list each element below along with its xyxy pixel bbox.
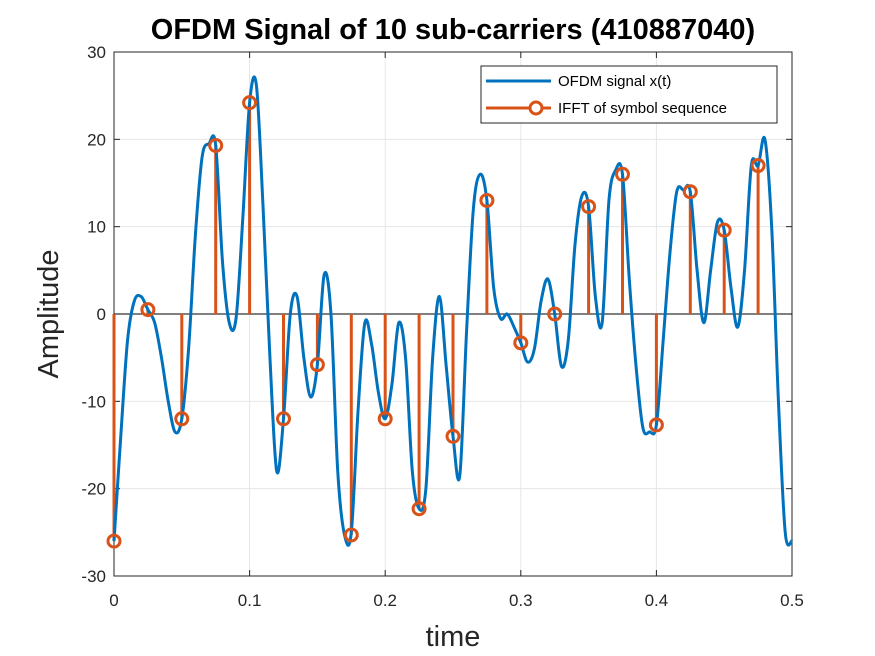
stem-marker <box>309 357 325 373</box>
x-tick-label: 0 <box>109 591 118 610</box>
stem-markers <box>106 95 766 549</box>
stem-marker <box>445 428 461 444</box>
stem-marker <box>174 411 190 427</box>
legend-label-signal: OFDM signal x(t) <box>558 73 671 90</box>
stem-marker <box>276 411 291 427</box>
stem-marker <box>377 411 393 427</box>
y-tick-label: 10 <box>87 218 106 237</box>
x-tick-labels: 0 0.1 0.2 0.3 0.4 0.5 <box>109 591 804 610</box>
y-tick-label: -20 <box>81 480 106 499</box>
x-tick-label: 0.2 <box>373 591 397 610</box>
stem-marker <box>343 527 359 543</box>
y-tick-label: -30 <box>81 567 106 586</box>
x-tick-label: 0.1 <box>238 591 262 610</box>
stem-marker <box>208 137 224 153</box>
y-tick-label: 30 <box>87 43 106 62</box>
signal-line <box>112 75 794 547</box>
stem-marker <box>106 533 122 549</box>
stem-marker <box>648 417 664 433</box>
axis-ticks <box>113 51 793 577</box>
y-tick-label: 0 <box>97 305 106 324</box>
x-tick-label: 0.5 <box>780 591 804 610</box>
legend-marker-stem <box>528 100 544 116</box>
x-axis-label: time <box>426 621 481 653</box>
stem-marker <box>140 302 156 318</box>
chart-title: OFDM Signal of 10 sub-carriers (41088704… <box>151 14 755 46</box>
stem-marker <box>411 501 427 517</box>
stem-marker <box>581 199 597 215</box>
legend-label-stem: IFFT of symbol sequence <box>558 100 727 117</box>
stem-marker <box>479 192 495 208</box>
legend-box <box>480 65 778 124</box>
stem-marker <box>750 158 766 174</box>
y-tick-label: -10 <box>81 392 106 411</box>
y-tick-labels: -30 -20 -10 0 10 20 30 <box>81 43 106 586</box>
x-tick-label: 0.4 <box>645 591 669 610</box>
legend: OFDM signal x(t) IFFT of symbol sequence <box>480 65 778 124</box>
stem-marker <box>682 184 698 200</box>
stem-marker <box>242 95 258 111</box>
stem-marker <box>547 306 563 322</box>
x-tick-label: 0.3 <box>509 591 533 610</box>
y-tick-label: 20 <box>87 130 106 149</box>
stem-marker <box>716 222 732 238</box>
stem-marker <box>615 166 630 182</box>
stem-marker <box>513 335 529 351</box>
y-axis-label: Amplitude <box>33 250 65 379</box>
